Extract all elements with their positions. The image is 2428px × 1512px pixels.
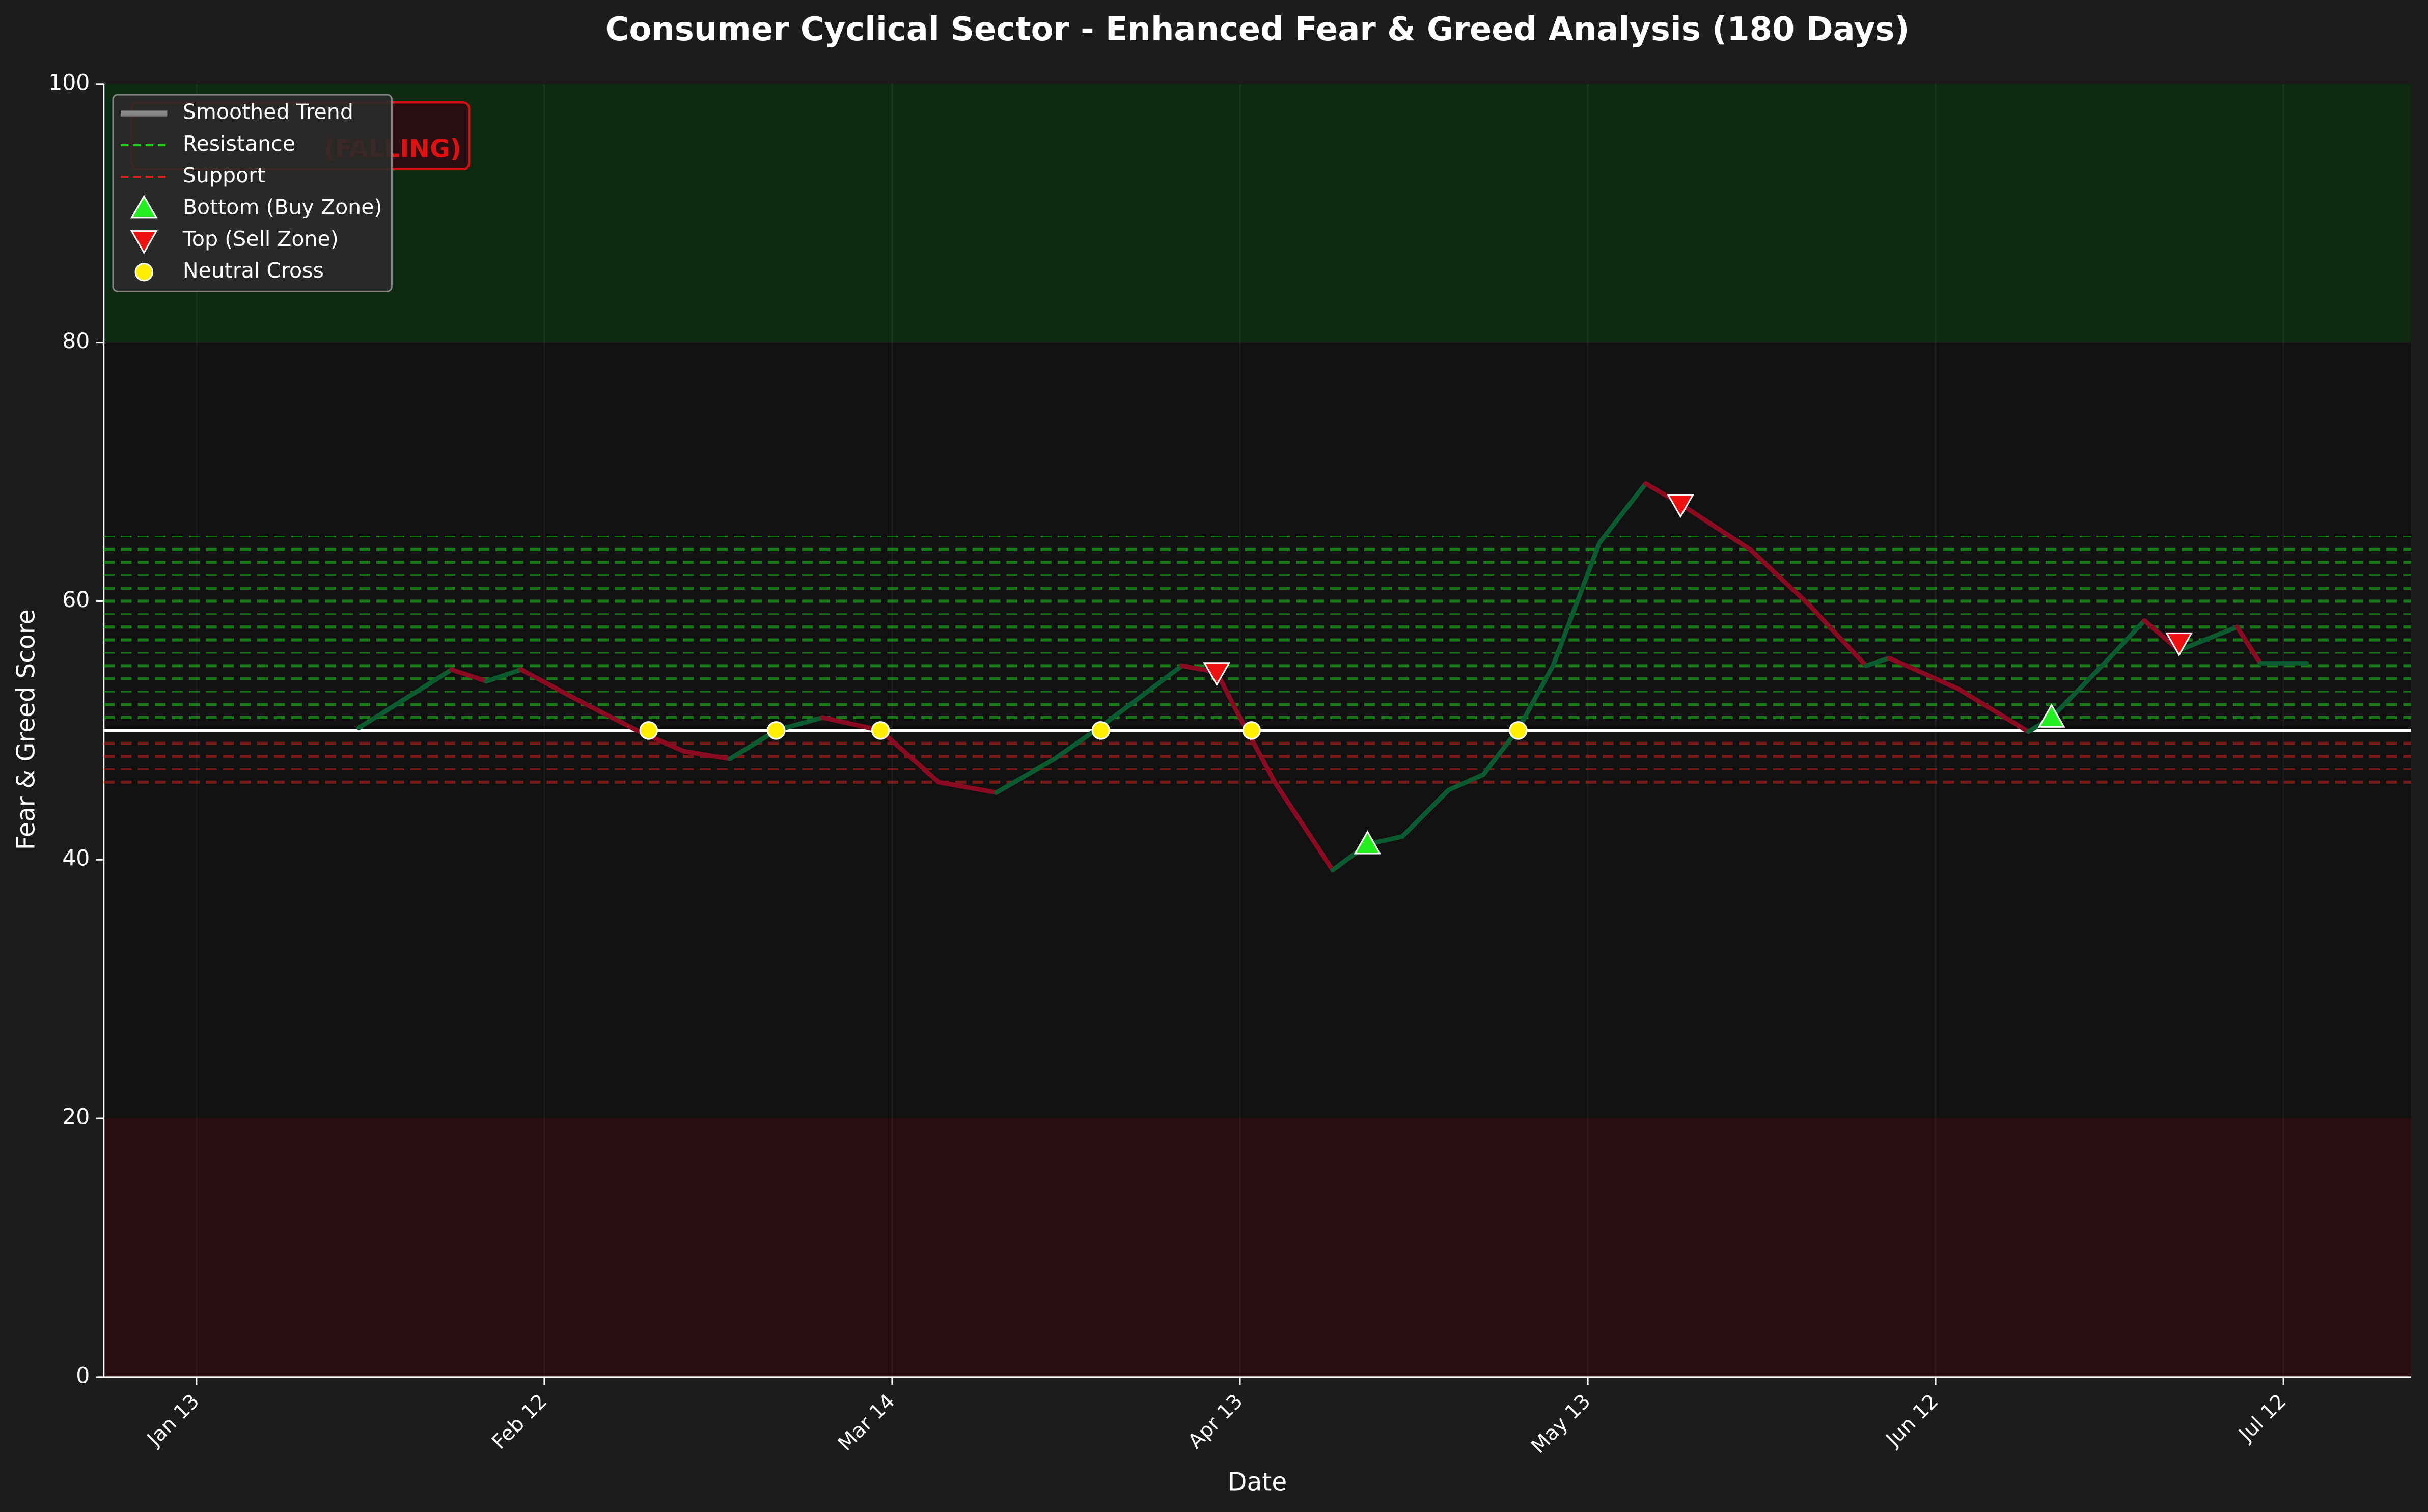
marker — [639, 721, 658, 740]
trend-segment — [1098, 663, 1184, 729]
trend-segment — [1956, 686, 2031, 734]
trend-segment — [1806, 601, 1869, 668]
trend-segment — [820, 715, 883, 733]
chart-title: Consumer Cyclical Sector - Enhanced Fear… — [605, 11, 1910, 48]
trend-segment — [356, 667, 454, 730]
marker — [1203, 662, 1231, 686]
trend-segment — [2234, 624, 2263, 666]
trend-segment — [878, 728, 941, 785]
marker — [1091, 721, 1111, 740]
trend-segment — [1887, 655, 1962, 692]
trend-segment — [518, 667, 582, 703]
y-axis-label: Fear & Greed Score — [12, 609, 41, 850]
trend-segment — [1446, 772, 1486, 792]
trend-segment — [484, 667, 523, 684]
trend-segment — [1551, 540, 1602, 668]
legend-label: Support — [183, 163, 265, 187]
trend-segment — [936, 780, 999, 795]
marker — [2165, 632, 2193, 657]
legend-label: Bottom (Buy Zone) — [183, 195, 382, 219]
legend-box — [112, 94, 393, 292]
zone — [103, 84, 2411, 343]
marker — [1509, 721, 1528, 740]
trend-segment — [2176, 624, 2240, 653]
marker — [2037, 703, 2065, 728]
trend-segment — [576, 698, 640, 733]
marker — [1242, 721, 1261, 740]
trend-segment — [2107, 618, 2147, 661]
zone — [103, 1118, 2411, 1377]
trend-segment — [1214, 670, 1243, 720]
trend-segment — [1678, 502, 1753, 552]
legend-label: Resistance — [183, 131, 295, 156]
y-tick-label: 40 — [62, 846, 90, 871]
trend-segment — [1400, 787, 1451, 839]
marker — [767, 721, 786, 740]
trend-segment — [1863, 655, 1892, 668]
y-tick-label: 0 — [76, 1363, 90, 1388]
legend-label: Neutral Cross — [183, 258, 324, 283]
trend-segment — [681, 749, 732, 761]
trend-segment — [1272, 780, 1335, 873]
trend-segment — [1515, 663, 1556, 732]
trend-segment — [449, 667, 489, 684]
x-axis-label: Date — [1228, 1468, 1287, 1497]
legend-swatch — [134, 263, 154, 282]
legend-label: Smoothed Trend — [183, 100, 353, 124]
trend-segment — [1748, 547, 1811, 607]
y-tick-label: 60 — [62, 587, 90, 613]
trend-segment — [2049, 655, 2112, 720]
trend-segment — [994, 756, 1057, 795]
legend-swatch — [130, 230, 158, 255]
trend-segment — [1597, 481, 1648, 545]
marker — [1667, 494, 1695, 518]
marker — [1354, 830, 1382, 855]
y-tick-label: 80 — [62, 328, 90, 354]
y-tick-label: 20 — [62, 1105, 90, 1130]
legend: Smoothed Trend Resistance Support Bottom (B… — [112, 94, 393, 292]
y-tick-label: 100 — [48, 70, 90, 95]
legend-swatch — [130, 195, 158, 219]
marker — [871, 721, 890, 740]
legend-label: Top (Sell Zone) — [182, 227, 339, 251]
